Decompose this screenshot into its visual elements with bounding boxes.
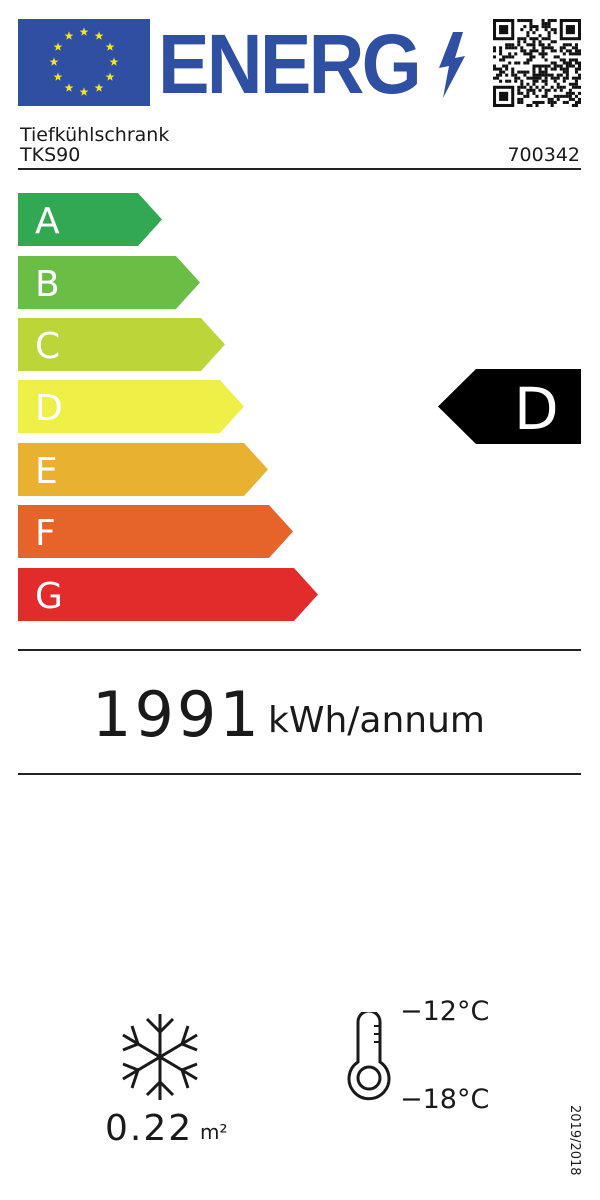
star-icon [94, 83, 104, 92]
class-letter-F: F [35, 513, 56, 554]
product-model: TKS90 [20, 144, 81, 166]
class-bar-A [18, 193, 162, 246]
class-letter-G: G [35, 576, 63, 617]
class-letter-E: E [35, 451, 58, 492]
temp-low: −18°C [400, 1084, 490, 1115]
class-bar-C [18, 318, 225, 371]
star-icon [105, 72, 115, 81]
star-icon [64, 83, 74, 92]
class-bar-E [18, 443, 268, 496]
class-letter-C: C [35, 326, 60, 367]
product-type: Tiefkühlschrank [20, 124, 170, 146]
divider [18, 168, 581, 170]
divider [18, 649, 581, 651]
lightning-icon [439, 32, 465, 98]
eu-flag-icon [18, 19, 150, 106]
rating-arrow [438, 369, 581, 444]
energy-logo: ENERG [158, 17, 422, 111]
thermometer-icon [347, 1012, 391, 1101]
class-bar-G [18, 568, 318, 621]
divider [18, 773, 581, 775]
star-icon [79, 27, 89, 36]
star-icon [79, 87, 89, 96]
star-icon [53, 42, 63, 51]
rating-letter: D [514, 375, 559, 443]
star-icon [105, 42, 115, 51]
class-letter-B: B [35, 264, 60, 305]
regulation-number: 2019/2018 [567, 1105, 582, 1176]
area-value: 0.22 [105, 1108, 194, 1149]
area-unit: m² [200, 1120, 228, 1144]
product-id: 700342 [507, 144, 580, 166]
star-icon [64, 31, 74, 40]
class-bar-F [18, 505, 293, 558]
star-icon [94, 31, 104, 40]
class-bar-B [18, 256, 200, 309]
star-icon [53, 72, 63, 81]
class-bar-D [18, 380, 244, 433]
qr-code-icon [493, 19, 581, 107]
class-letter-A: A [35, 201, 60, 242]
consumption-value: 1991 [92, 678, 262, 751]
temp-high: −12°C [400, 996, 490, 1027]
star-icon [109, 57, 119, 66]
consumption-unit: kWh/annum [268, 700, 485, 741]
star-icon [49, 57, 59, 66]
class-letter-D: D [35, 388, 63, 429]
snowflake-icon [122, 1014, 198, 1100]
